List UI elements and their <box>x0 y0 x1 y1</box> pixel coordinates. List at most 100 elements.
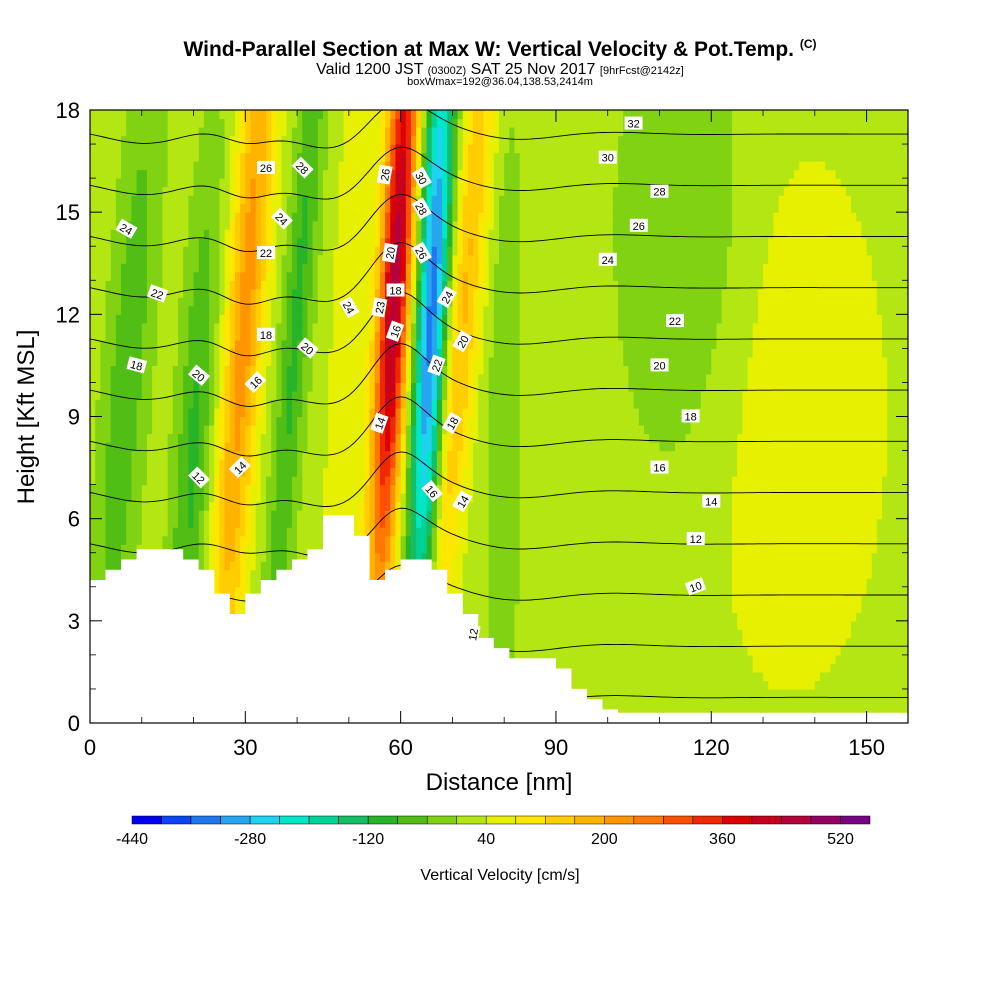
velocity-cell <box>436 127 443 137</box>
velocity-cell <box>374 561 381 571</box>
velocity-cell <box>317 459 324 469</box>
velocity-cell <box>369 135 376 145</box>
velocity-cell <box>374 144 381 154</box>
velocity-cell <box>291 544 298 554</box>
velocity-cell <box>193 331 200 341</box>
velocity-cell <box>374 569 381 579</box>
velocity-cell <box>410 229 417 239</box>
velocity-cell <box>442 518 448 528</box>
velocity-cell <box>359 459 365 469</box>
velocity-cell <box>348 152 355 162</box>
velocity-cell <box>333 467 340 477</box>
velocity-cell <box>157 467 164 477</box>
velocity-cell <box>152 212 158 222</box>
velocity-cell <box>333 237 340 247</box>
velocity-cell <box>436 161 443 171</box>
velocity-cell <box>209 280 215 290</box>
velocity-cell <box>426 237 433 247</box>
velocity-cell <box>152 297 158 307</box>
velocity-cell <box>90 510 96 520</box>
velocity-cell <box>152 322 158 332</box>
velocity-cell <box>369 382 376 392</box>
velocity-cell <box>100 195 107 205</box>
velocity-cell <box>307 203 314 213</box>
velocity-cell <box>172 399 179 409</box>
velocity-cell <box>421 373 428 384</box>
velocity-cell <box>343 382 350 392</box>
velocity-cell <box>338 118 345 128</box>
velocity-cell <box>442 229 448 239</box>
velocity-cell <box>405 127 412 137</box>
velocity-cell <box>193 229 200 239</box>
velocity-cell <box>95 356 101 367</box>
velocity-cell <box>146 535 153 545</box>
velocity-cell <box>240 348 246 358</box>
velocity-cell <box>198 135 205 145</box>
velocity-cell <box>157 365 164 375</box>
velocity-cell <box>250 407 257 418</box>
velocity-cell <box>126 271 133 281</box>
velocity-cell <box>95 254 101 264</box>
velocity-cell <box>442 127 448 137</box>
velocity-cell <box>410 390 417 401</box>
velocity-cell <box>245 186 252 196</box>
velocity-cell <box>188 237 195 247</box>
velocity-cell <box>146 229 153 239</box>
velocity-cell <box>209 288 215 298</box>
velocity-cell <box>410 161 417 171</box>
velocity-cell <box>312 305 319 315</box>
velocity-cell <box>229 314 236 324</box>
velocity-cell <box>162 527 169 537</box>
velocity-cell <box>416 229 422 239</box>
velocity-cell <box>172 322 179 332</box>
velocity-cell <box>95 467 101 477</box>
velocity-cell <box>245 493 252 503</box>
velocity-cell <box>224 314 231 324</box>
velocity-cell <box>131 271 138 281</box>
velocity-cell <box>90 501 96 511</box>
box-info: boxWmax=192@36.04,138.53,2414m <box>407 76 593 88</box>
velocity-cell <box>410 195 417 205</box>
velocity-cell <box>157 450 164 460</box>
velocity-cell <box>162 501 169 511</box>
velocity-cell <box>317 271 324 281</box>
velocity-cell <box>286 203 293 213</box>
velocity-cell <box>369 399 376 409</box>
velocity-cell <box>426 220 433 230</box>
velocity-cell <box>442 561 448 571</box>
velocity-cell <box>141 110 148 120</box>
velocity-cell <box>291 390 298 401</box>
velocity-cell <box>245 144 252 154</box>
velocity-cell <box>198 254 205 264</box>
velocity-cell <box>250 484 257 494</box>
velocity-cell <box>328 442 334 452</box>
velocity-cell <box>421 365 428 375</box>
velocity-cell <box>167 152 174 162</box>
velocity-cell <box>374 169 381 179</box>
velocity-cell <box>141 501 148 511</box>
velocity-cell <box>229 186 236 196</box>
velocity-cell <box>152 263 158 273</box>
velocity-cell <box>178 544 184 554</box>
velocity-cell <box>260 271 267 281</box>
velocity-cell <box>364 467 371 477</box>
velocity-cell <box>416 271 422 281</box>
velocity-cell <box>167 450 174 460</box>
velocity-cell <box>333 288 340 298</box>
velocity-cell <box>126 331 133 341</box>
velocity-cell <box>141 246 148 256</box>
velocity-cell <box>203 407 210 418</box>
velocity-cell <box>136 450 143 460</box>
velocity-cell <box>121 152 127 162</box>
velocity-cell <box>343 339 350 349</box>
velocity-cell <box>90 127 96 137</box>
velocity-cell <box>178 203 184 213</box>
velocity-cell <box>245 169 252 179</box>
velocity-cell <box>100 220 107 230</box>
velocity-cell <box>312 390 319 401</box>
velocity-cell <box>436 407 443 418</box>
velocity-cell <box>359 450 365 460</box>
velocity-cell <box>410 459 417 469</box>
velocity-cell <box>442 476 448 486</box>
velocity-cell <box>219 195 226 205</box>
